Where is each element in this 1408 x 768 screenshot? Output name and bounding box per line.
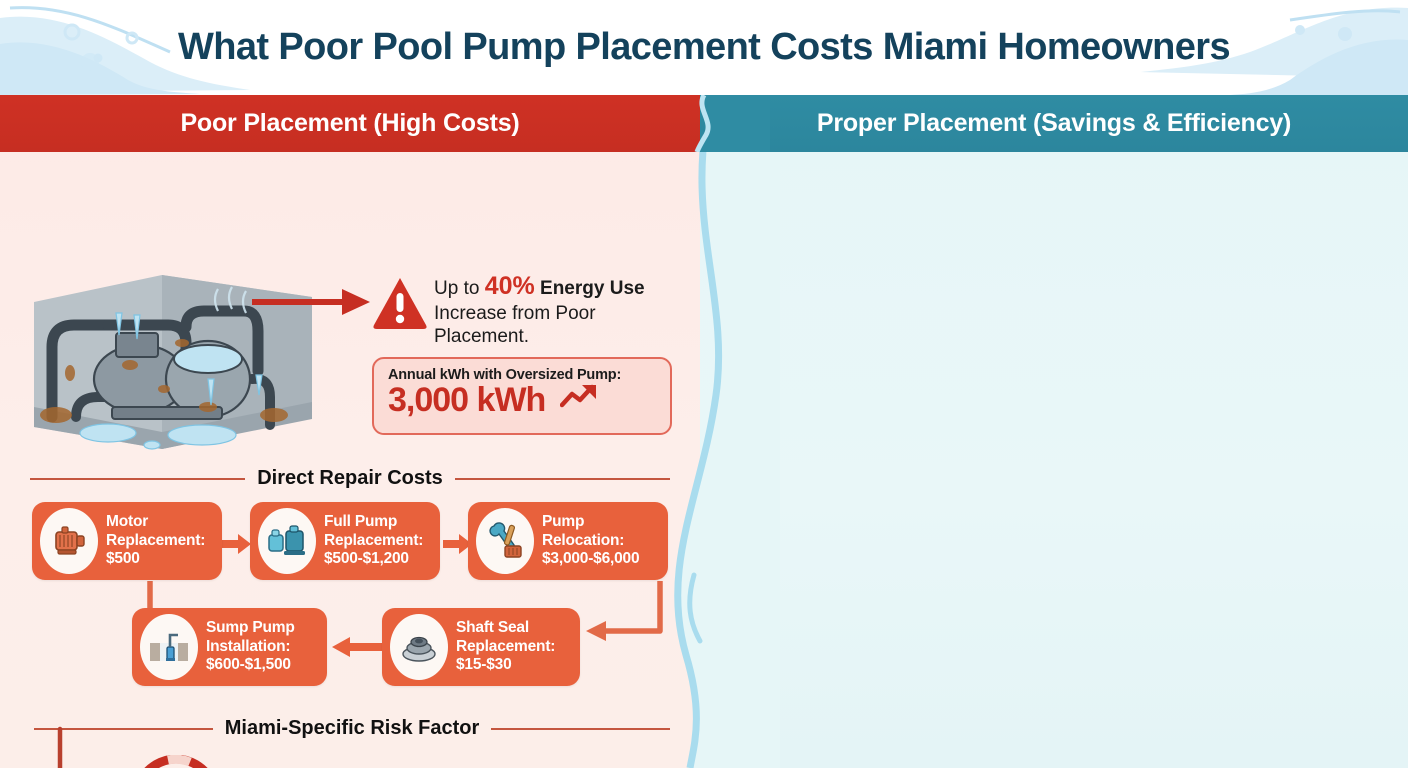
cost-line2: Relocation: [542,531,625,549]
cost-line1: Shaft Seal [456,619,529,637]
cost-card-pump-relocation[interactable]: Pump Relocation: $3,000-$6,000 [468,502,668,580]
flow-arrow-4-icon [332,637,389,657]
rusty-leaking-pool-pump-illustration [34,275,312,450]
cost-line2: Replacement: [324,531,424,549]
wrench-tools-icon [476,508,534,574]
electric-motor-icon [40,508,98,574]
cost-amount: $500-$1,200 [324,550,409,568]
pump-pair-icon [258,508,316,574]
flow-arrow-1-icon [222,534,251,554]
heading-rule-left [30,477,246,480]
right-header-label: Proper Placement (Savings & Efficiency) [816,109,1292,137]
oversized-pump-kwh-box: Annual kWh with Oversized Pump: 3,000 kW… [372,357,672,435]
energy-increase-callout: Up to 40% Energy Use Increase from Poor … [372,272,692,347]
risk-rule-left [34,727,213,730]
cost-card-sump-text: Sump Pump Installation: $600-$1,500 [206,619,295,675]
cost-amount: $600-$1,500 [206,656,291,674]
direct-repair-costs-label: Direct Repair Costs [257,467,443,489]
flooded-house-icon [144,755,208,768]
energy-increase-text: Up to 40% Energy Use Increase from Poor … [434,271,692,348]
page-title: What Poor Pool Pump Placement Costs Miam… [178,26,1231,68]
cost-card-full-pump-text: Full Pump Replacement: $500-$1,200 [324,513,423,569]
cost-line2: Installation: [206,637,291,655]
warn-prefix: Up to [434,278,485,299]
cost-card-relocation-text: Pump Relocation: $3,000-$6,000 [542,513,640,569]
cost-card-shaft-seal-replacement[interactable]: Shaft Seal Replacement: $15-$30 [382,608,580,686]
cost-card-shaft-seal-text: Shaft Seal Replacement: $15-$30 [456,619,555,675]
oversized-kwh-label: Annual kWh with Oversized Pump: [388,367,622,383]
cost-line2: Replacement: [456,637,556,655]
direct-repair-costs-heading: Direct Repair Costs [30,467,670,490]
warn-line2: Increase from Poor Placement. [434,302,596,347]
right-panel-header: Proper Placement (Savings & Efficiency) [700,95,1408,152]
risk-rule-right [491,727,670,730]
cost-amount: $500 [106,550,140,568]
right-panel: 40% Reduction with Properly Sized Pump. … [700,95,1408,768]
warn-suffix: Energy Use [534,278,645,299]
cost-card-sump-pump-installation[interactable]: Sump Pump Installation: $600-$1,500 [132,608,327,686]
water-decoration-left [0,6,1408,95]
cost-card-motor-text: Motor Replacement: $500 [106,513,205,569]
left-panel: Up to 40% Energy Use Increase from Poor … [0,95,700,768]
title-bar: What Poor Pool Pump Placement Costs Miam… [0,0,1408,95]
cost-line1: Full Pump [324,513,398,531]
oversized-kwh-value: 3,000 kWh [388,381,546,419]
cost-amount: $15-$30 [456,656,512,674]
trend-up-arrow-icon [559,384,596,408]
cost-line2: Replacement: [106,531,206,549]
cost-line1: Pump [542,513,585,531]
left-panel-header: Poor Placement (High Costs) [0,95,700,152]
left-header-label: Poor Placement (High Costs) [180,109,520,137]
sump-pump-pit-icon [140,614,198,680]
cost-amount: $3,000-$6,000 [542,550,640,568]
heading-rule-right [454,477,670,480]
warn-highlight: 40% [484,272,535,300]
shaft-seal-icon [390,614,448,680]
cost-line1: Motor [106,513,149,531]
cost-card-full-pump-replacement[interactable]: Full Pump Replacement: $500-$1,200 [250,502,440,580]
warning-triangle-icon [373,278,427,329]
cost-line1: Sump Pump [206,619,295,637]
miami-risk-heading: Miami-Specific Risk Factor [34,717,670,740]
cost-card-motor-replacement[interactable]: Motor Replacement: $500 [32,502,222,580]
miami-risk-label: Miami-Specific Risk Factor [224,717,480,739]
